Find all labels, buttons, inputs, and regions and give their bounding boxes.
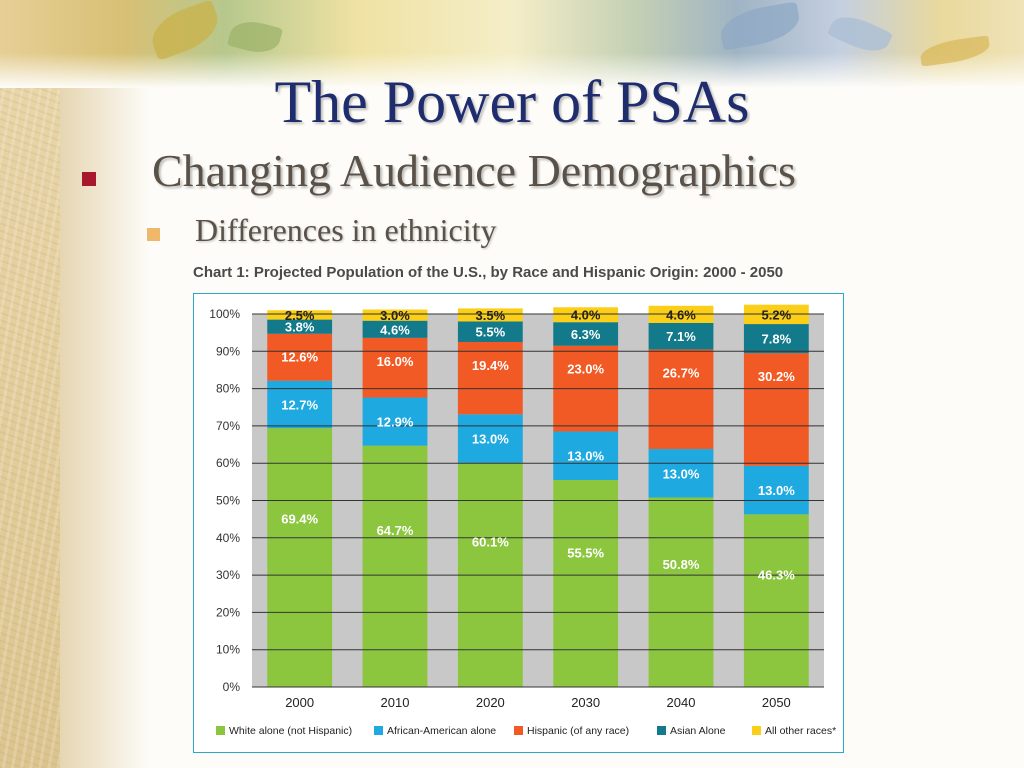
data-label: 2.5% <box>285 308 315 323</box>
data-label: 12.9% <box>377 415 414 430</box>
bar-segment <box>267 319 333 334</box>
data-label: 26.7% <box>663 365 700 380</box>
bar-segment <box>553 479 619 687</box>
bar-segment <box>553 431 619 480</box>
data-label: 16.0% <box>377 354 414 369</box>
bar-segment <box>743 353 809 466</box>
bar-segment <box>362 320 428 338</box>
chart-title: Chart 1: Projected Population of the U.S… <box>193 264 784 281</box>
data-label: 13.0% <box>663 466 700 481</box>
y-tick-label: 40% <box>216 531 240 545</box>
bar-segment <box>267 310 333 320</box>
data-label: 12.7% <box>281 397 318 412</box>
data-label: 55.5% <box>567 545 604 560</box>
side-fade <box>60 0 150 768</box>
y-tick-label: 80% <box>216 382 240 396</box>
data-label: 7.1% <box>666 329 696 344</box>
leaf-decoration <box>145 0 225 61</box>
bar-segment <box>553 322 619 346</box>
bar-segment <box>743 324 809 354</box>
sub-bullet-marker <box>147 228 160 241</box>
bullet-level1-text: Changing Audience Demographics <box>152 145 796 196</box>
bar-segment <box>648 322 714 350</box>
bar-segment <box>553 307 619 323</box>
data-label: 5.5% <box>476 325 506 340</box>
data-label: 46.3% <box>758 568 795 583</box>
y-tick-label: 0% <box>223 680 241 694</box>
x-tick-label: 2000 <box>285 695 314 710</box>
y-tick-label: 30% <box>216 568 240 582</box>
data-label: 4.6% <box>380 322 410 337</box>
data-label: 64.7% <box>377 523 414 538</box>
data-label: 60.1% <box>472 534 509 549</box>
legend-entry: African-American alone <box>387 725 496 737</box>
bullet-level2-text: Differences in ethnicity <box>195 212 497 248</box>
bar-segment <box>648 449 714 498</box>
leaf-decoration <box>717 1 803 51</box>
bar-segment <box>743 514 809 687</box>
x-tick-label: 2010 <box>381 695 410 710</box>
y-tick-label: 20% <box>216 605 240 619</box>
bullet-marker <box>82 172 96 186</box>
legend-swatch <box>374 726 383 735</box>
bar-segment <box>362 337 428 398</box>
legend-swatch <box>216 726 225 735</box>
legend-swatch <box>514 726 523 735</box>
data-label: 4.0% <box>571 308 601 323</box>
bar-segment <box>457 341 523 415</box>
chart-frame: 0% 10% 20% 30% 40% 50% 60% 70% 80% 90% 100% 69.4% 12… <box>193 293 844 753</box>
data-label: 5.2% <box>762 307 792 322</box>
x-tick-label: 2020 <box>476 695 505 710</box>
data-label: 19.4% <box>472 358 509 373</box>
data-label: 3.0% <box>380 308 410 323</box>
legend-entry: Hispanic (of any race) <box>527 725 629 737</box>
bar-segment <box>362 445 428 687</box>
legend-entry: Asian Alone <box>670 725 726 737</box>
bar-segment <box>362 309 428 321</box>
x-tick-label: 2030 <box>571 695 600 710</box>
data-label: 23.0% <box>567 362 604 377</box>
legend-swatch <box>752 726 761 735</box>
data-label: 13.0% <box>472 432 509 447</box>
bar-segment <box>362 397 428 446</box>
data-label: 69.4% <box>281 512 318 527</box>
y-tick-label: 100% <box>209 307 240 321</box>
leaf-decoration <box>226 16 284 58</box>
bar-segment <box>457 321 523 342</box>
bar-segment <box>457 308 523 322</box>
legend-entry: White alone (not Hispanic) <box>229 725 352 737</box>
slide-title: The Power of PSAs <box>274 69 750 135</box>
data-label: 7.8% <box>762 332 792 347</box>
y-tick-label: 70% <box>216 419 240 433</box>
data-label: 13.0% <box>567 449 604 464</box>
top-banner-decoration <box>0 0 1024 88</box>
data-label: 6.3% <box>571 327 601 342</box>
data-label: 30.2% <box>758 369 795 384</box>
stacked-bar-chart: 0% 10% 20% 30% 40% 50% 60% 70% 80% 90% 100% 69.4% 12… <box>209 304 836 737</box>
data-label: 12.6% <box>281 349 318 364</box>
bar-segment <box>648 349 714 450</box>
y-tick-label: 10% <box>216 643 240 657</box>
legend-entry: All other races* <box>765 725 836 737</box>
data-label: 3.8% <box>285 320 315 335</box>
legend-swatch <box>657 726 666 735</box>
data-label: 4.6% <box>666 307 696 322</box>
y-tick-label: 50% <box>216 494 240 508</box>
data-label: 3.5% <box>476 308 506 323</box>
data-label: 50.8% <box>663 557 700 572</box>
leaf-decoration <box>826 8 894 60</box>
y-tick-label: 90% <box>216 344 240 358</box>
bar-segment <box>648 497 714 687</box>
x-tick-label: 2040 <box>667 695 696 710</box>
x-tick-label: 2050 <box>762 695 791 710</box>
y-tick-label: 60% <box>216 456 240 470</box>
bar-segment <box>743 465 809 515</box>
bar-segment <box>267 428 333 687</box>
leaf-decoration <box>918 35 992 67</box>
bar-segment <box>457 414 523 463</box>
bar-segment <box>267 333 333 381</box>
side-texture <box>0 0 60 768</box>
data-label: 13.0% <box>758 483 795 498</box>
